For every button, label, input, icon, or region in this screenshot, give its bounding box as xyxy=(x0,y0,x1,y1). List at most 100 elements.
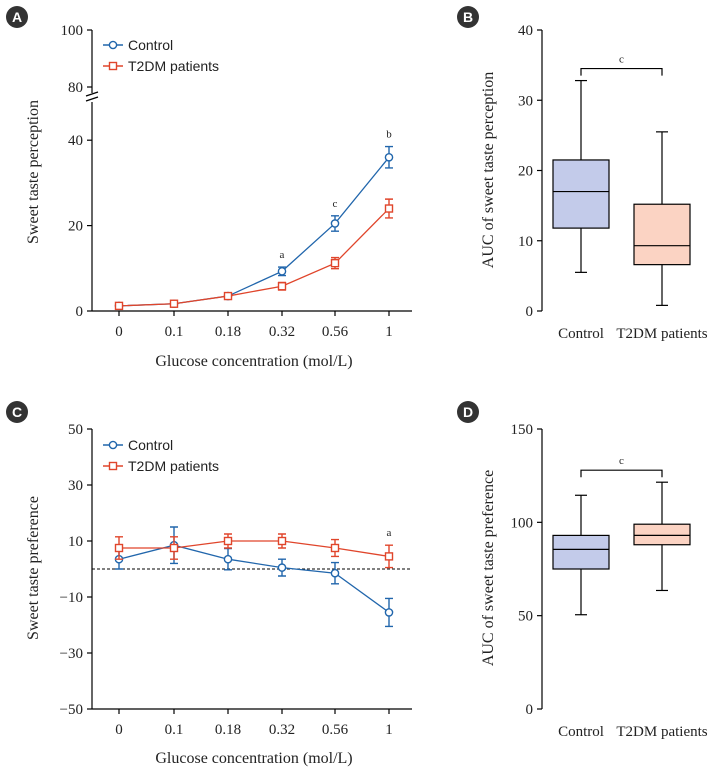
panel-c-letter: C xyxy=(12,404,22,420)
x-tick-label: 0.56 xyxy=(322,722,349,738)
y-tick-label: 0 xyxy=(526,304,534,320)
series-line-0 xyxy=(118,544,390,613)
legend-marker-1 xyxy=(108,61,118,71)
y-tick-label: 80 xyxy=(68,80,83,96)
x-tick-label: 0.18 xyxy=(215,324,241,340)
significance-label: c xyxy=(333,198,338,210)
data-point-1-1 xyxy=(169,299,179,308)
y-tick-label: −50 xyxy=(60,702,83,718)
legend-label-1: T2DM patients xyxy=(128,458,219,474)
x-tick-label: 0.18 xyxy=(215,722,241,738)
significance-label: c xyxy=(619,54,624,66)
panel-c-badge xyxy=(6,401,28,423)
y-tick-label: 100 xyxy=(61,23,84,39)
data-point-1-2 xyxy=(223,291,233,301)
panel-b: B AUC of sweet taste perception 0 10 20 30 4… xyxy=(457,6,708,342)
significance-label: c xyxy=(619,455,624,467)
significance-label: a xyxy=(280,249,285,261)
panel-c: C Sweet taste preference Glucose concent… xyxy=(6,401,412,767)
x-tick-label: 0 xyxy=(115,722,123,738)
y-tick-label: 10 xyxy=(518,234,533,250)
panel-a-badge xyxy=(6,6,28,28)
y-tick-label: 20 xyxy=(68,219,83,235)
panel-b-ylabel: AUC of sweet taste perception xyxy=(480,72,497,268)
x-tick-label: 0 xyxy=(115,324,123,340)
legend-label-0: Control xyxy=(128,437,173,453)
panel-d-letter: D xyxy=(463,404,473,420)
panel-d: D AUC of sweet taste preference 0 50 100 15… xyxy=(457,401,708,740)
y-tick-label: 100 xyxy=(511,515,534,531)
data-point-0-2 xyxy=(223,554,233,564)
data-point-1-0 xyxy=(114,543,124,553)
box-0 xyxy=(552,534,610,570)
y-tick-label: 40 xyxy=(68,133,83,149)
series-line-1 xyxy=(119,540,390,558)
data-point-1-3 xyxy=(277,282,287,291)
y-tick-label: 40 xyxy=(518,23,533,39)
x-tick-label: T2DM patients xyxy=(616,724,707,740)
data-point-0-3 xyxy=(277,563,287,572)
x-tick-label: T2DM patients xyxy=(616,326,707,342)
panel-d-ylabel: AUC of sweet taste preference xyxy=(480,470,497,666)
significance-label: b xyxy=(386,129,392,141)
box-1 xyxy=(633,203,691,266)
y-tick-label: 20 xyxy=(518,164,533,180)
x-tick-label: 0.1 xyxy=(165,324,184,340)
panel-c-xlabel: Glucose concentration (mol/L) xyxy=(155,750,352,767)
y-tick-label: 150 xyxy=(511,422,534,438)
data-point-1-4 xyxy=(330,543,340,553)
y-tick-label: 0 xyxy=(526,702,534,718)
series-line-1 xyxy=(118,208,390,307)
panel-a: A Sweet taste perception Glucose concent… xyxy=(6,6,412,370)
y-tick-label: 50 xyxy=(68,422,83,438)
box-0 xyxy=(552,159,610,229)
legend-label-1: T2DM patients xyxy=(128,58,219,74)
data-point-0-5 xyxy=(384,608,394,617)
y-tick-label: 10 xyxy=(68,534,83,550)
data-point-1-0 xyxy=(114,301,124,311)
box-1 xyxy=(633,523,691,546)
x-tick-label: 0.32 xyxy=(269,324,295,340)
panel-c-legend: Control T2DM patients xyxy=(103,437,219,474)
legend-label-0: Control xyxy=(128,37,173,53)
y-tick-label: 0 xyxy=(76,304,84,320)
data-point-1-1 xyxy=(169,543,179,553)
panel-a-ylabel: Sweet taste perception xyxy=(25,100,42,244)
x-tick-label: Control xyxy=(558,724,604,740)
data-point-0-4 xyxy=(330,568,340,578)
y-tick-label: −10 xyxy=(60,590,83,606)
y-tick-label: −30 xyxy=(60,646,83,662)
data-point-1-2 xyxy=(223,536,233,546)
panel-d-badge xyxy=(457,401,479,423)
data-point-1-5 xyxy=(384,552,394,561)
data-point-1-3 xyxy=(277,536,287,546)
panel-b-badge xyxy=(457,6,479,28)
legend-marker-0 xyxy=(108,40,118,50)
panel-a-legend: Control T2DM patients xyxy=(103,37,219,74)
series-line-0 xyxy=(118,156,390,307)
data-point-0-5 xyxy=(384,152,394,162)
panel-a-letter: A xyxy=(12,9,22,25)
data-point-0-4 xyxy=(330,219,340,228)
significance-label: a xyxy=(387,527,392,539)
y-tick-label: 30 xyxy=(68,478,83,494)
y-tick-label: 30 xyxy=(518,93,533,109)
legend-marker-1 xyxy=(108,461,118,471)
x-tick-label: 0.32 xyxy=(269,722,295,738)
data-point-0-3 xyxy=(277,266,287,276)
x-tick-label: 1 xyxy=(385,324,393,340)
x-tick-label: Control xyxy=(558,326,604,342)
significance-bracket xyxy=(580,469,663,478)
x-tick-label: 0.1 xyxy=(165,722,184,738)
panel-a-xlabel: Glucose concentration (mol/L) xyxy=(155,353,352,370)
panel-b-letter: B xyxy=(463,9,473,25)
y-tick-label: 50 xyxy=(518,609,533,625)
panel-c-ylabel: Sweet taste preference xyxy=(25,496,42,640)
x-tick-label: 1 xyxy=(385,722,393,738)
data-point-1-4 xyxy=(330,258,340,268)
data-point-1-5 xyxy=(384,204,394,213)
significance-bracket xyxy=(580,67,663,76)
x-tick-label: 0.56 xyxy=(322,324,349,340)
axis-break-mark xyxy=(85,91,99,97)
